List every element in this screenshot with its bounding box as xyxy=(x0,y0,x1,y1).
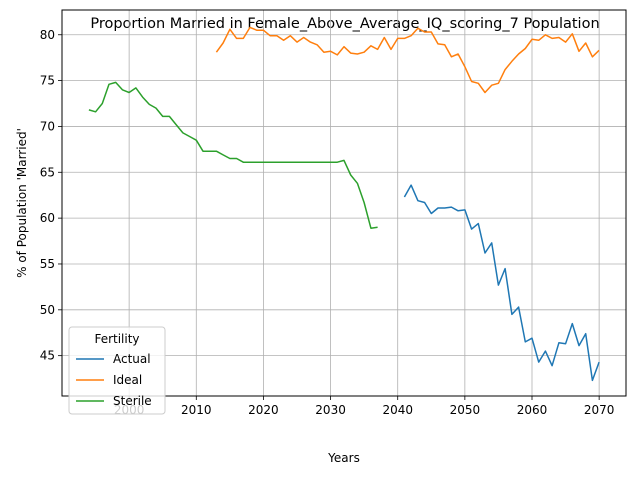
x-tick-label: 2050 xyxy=(450,403,481,417)
x-tick-label: 2060 xyxy=(517,403,548,417)
plot-frame xyxy=(61,9,627,397)
y-tick-label: 55 xyxy=(40,257,55,271)
legend-box xyxy=(68,326,166,415)
x-tick-label: 2070 xyxy=(584,403,615,417)
y-axis-label: % of Population 'Married' xyxy=(15,128,29,278)
series-line-actual xyxy=(403,184,600,382)
legend-label-ideal: Ideal xyxy=(113,373,142,387)
series-line-sterile xyxy=(88,81,378,229)
x-tick-label: 2010 xyxy=(181,403,212,417)
legend-label-sterile: Sterile xyxy=(113,394,152,408)
chart-title: Proportion Married in Female_Above_Avera… xyxy=(90,16,599,32)
legend-label-actual: Actual xyxy=(113,352,151,366)
x-tick-label: 2020 xyxy=(248,403,279,417)
y-tick-label: 70 xyxy=(40,119,55,133)
x-tick-label: 2030 xyxy=(315,403,346,417)
x-tick-label: 2040 xyxy=(382,403,413,417)
y-tick-label: 75 xyxy=(40,74,55,88)
x-axis-label: Years xyxy=(327,451,360,465)
legend-title: Fertility xyxy=(94,332,139,346)
y-tick-label: 80 xyxy=(40,28,55,42)
y-axis-ticks: 45 50 55 60 65 70 75 80 xyxy=(40,28,62,363)
y-tick-label: 60 xyxy=(40,211,55,225)
y-tick-label: 65 xyxy=(40,165,55,179)
series-lines xyxy=(88,26,600,382)
y-tick-label: 45 xyxy=(40,349,55,363)
legend: Fertility Actual Ideal Sterile xyxy=(68,326,166,415)
y-tick-label: 50 xyxy=(40,303,55,317)
series-line-ideal xyxy=(215,26,600,94)
